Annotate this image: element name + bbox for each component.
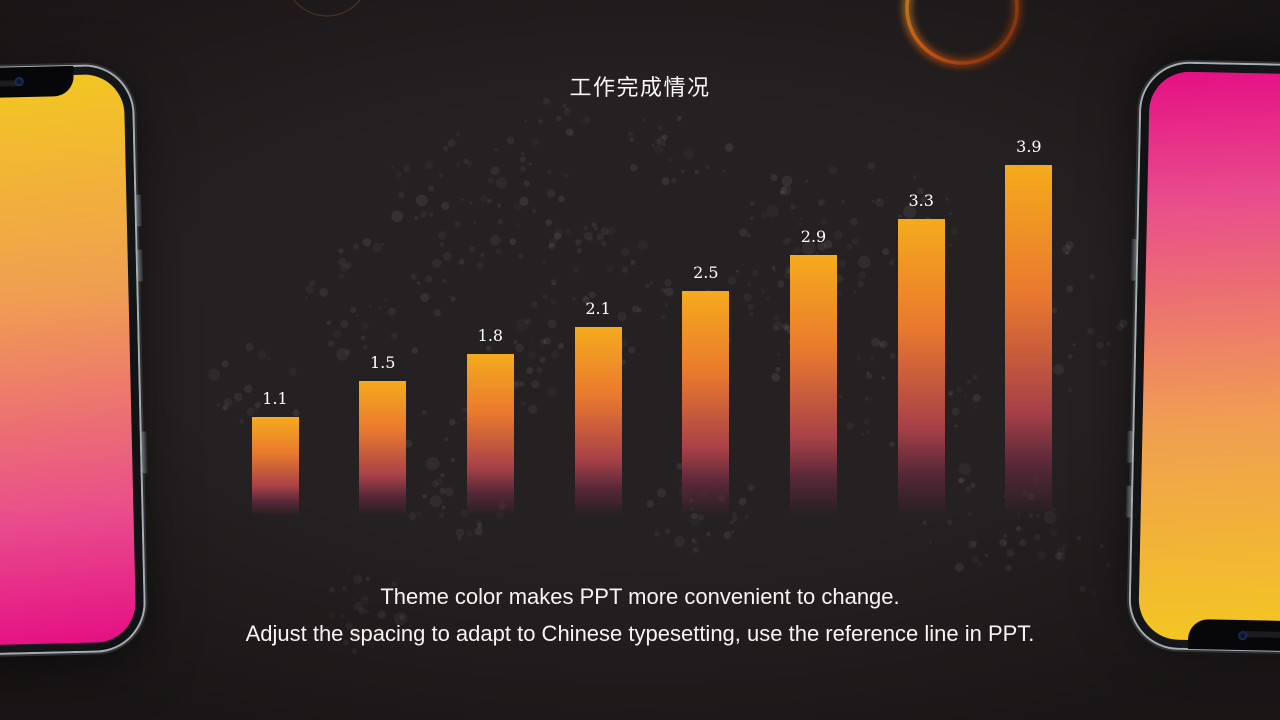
phone-mockup-left	[0, 65, 148, 657]
phone-volume-button	[136, 194, 142, 227]
bar	[359, 381, 407, 516]
bar-value-label: 1.8	[477, 326, 504, 345]
slide-title: 工作完成情况	[569, 75, 711, 100]
phone-power-button	[1130, 238, 1137, 281]
phone-notch	[1187, 618, 1280, 653]
phone-screen	[0, 73, 137, 649]
bar	[897, 219, 945, 516]
glow-ring-icon	[905, 0, 1019, 65]
phone-camera-icon	[1238, 630, 1248, 641]
phone-camera-icon	[14, 77, 24, 87]
bar-value-label: 1.1	[262, 389, 288, 408]
phone-volume-button	[1125, 485, 1132, 518]
bar-value-label: 2.5	[693, 263, 719, 282]
bar	[790, 255, 837, 516]
phone-volume-button	[1126, 430, 1133, 463]
bar-value-label: 3.3	[908, 191, 934, 210]
footer-caption-line1: Theme color makes PPT more convenient to…	[380, 584, 900, 609]
bar	[574, 327, 622, 516]
bar	[1005, 165, 1053, 516]
bar	[682, 291, 730, 516]
phone-power-button	[141, 431, 148, 474]
bar	[251, 417, 299, 516]
phone-screen	[1138, 71, 1280, 645]
phone-volume-button	[137, 249, 144, 282]
footer-caption-line2: Adjust the spacing to adapt to Chinese t…	[245, 621, 1035, 646]
phone-mockup-right	[1125, 62, 1280, 654]
bar-value-label: 1.5	[369, 353, 396, 372]
bar-value-label: 3.9	[1016, 137, 1042, 156]
phone-speaker-icon	[1242, 631, 1280, 639]
bar-value-label: 2.9	[800, 227, 827, 246]
faint-ring-icon	[293, 0, 361, 17]
bar-value-label: 2.1	[585, 299, 611, 318]
bar	[466, 354, 514, 516]
